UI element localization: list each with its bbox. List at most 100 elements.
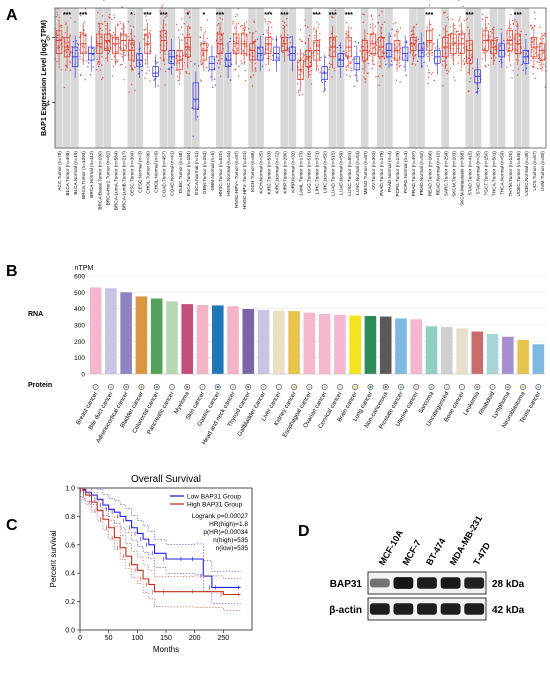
expression-point — [285, 24, 288, 26]
expression-point — [115, 38, 117, 40]
category-label: PRAD.Tumor (n=497) — [411, 151, 416, 197]
bar — [517, 340, 529, 374]
expression-point — [443, 60, 446, 62]
bar — [150, 298, 163, 374]
expression-point — [508, 47, 510, 49]
expression-point — [369, 26, 372, 29]
category-label: ESCA.Tumor (n=184) — [186, 151, 191, 196]
expression-point — [534, 18, 536, 20]
expression-point — [364, 77, 366, 80]
category-label: ACC.Tumor (n=79) — [57, 151, 62, 191]
expression-point — [212, 86, 214, 89]
expression-point — [100, 36, 102, 39]
expression-point — [180, 17, 183, 20]
expression-point — [354, 74, 357, 76]
expression-point — [161, 6, 163, 8]
expression-point — [362, 68, 364, 70]
panel-b-plot: nTPM0100200300400500600RNAProteinBreast … — [28, 265, 546, 446]
expression-point — [330, 32, 333, 35]
expression-point — [391, 64, 393, 66]
expression-point — [96, 45, 99, 47]
expression-point — [236, 41, 238, 44]
expression-point — [426, 44, 428, 46]
bar — [273, 310, 285, 374]
expression-point — [447, 34, 449, 37]
category-label: HNSC.Tumor (n=520) — [218, 151, 223, 197]
expression-point — [296, 53, 299, 55]
significance-mark: * — [203, 12, 206, 19]
expression-point — [466, 17, 469, 20]
box — [55, 30, 63, 54]
bar — [364, 316, 377, 374]
expression-point — [84, 78, 86, 81]
y-axis-label: Percent survival — [49, 530, 58, 587]
expression-point — [407, 60, 409, 62]
expression-point — [104, 20, 106, 23]
expression-point — [84, 8, 87, 10]
expression-point — [458, 18, 461, 20]
protein-dot-fill — [216, 385, 219, 389]
expression-point — [446, 30, 448, 33]
expression-point — [147, 37, 150, 39]
expression-point — [168, 69, 171, 71]
expression-point — [265, 64, 267, 66]
expression-point — [431, 51, 434, 54]
expression-point — [218, 66, 220, 69]
kda-label: 28 kDa — [492, 579, 525, 590]
protein-label: β-actin — [329, 605, 362, 616]
expression-point — [427, 52, 430, 54]
expression-point — [534, 48, 537, 50]
category-label: KICH.Normal (n=25) — [258, 151, 263, 194]
significance-mark: *** — [63, 12, 71, 19]
expression-point — [321, 81, 323, 84]
protein-label: BAP31 — [330, 579, 363, 590]
stat-line: n(low)=535 — [216, 545, 249, 552]
significance-mark: *** — [425, 12, 433, 19]
expression-point — [65, 42, 67, 44]
category-label: STAD.Normal (n=35) — [476, 151, 481, 195]
expression-point — [200, 80, 203, 82]
expression-point — [378, 14, 380, 17]
expression-point — [433, 43, 435, 45]
category-label: READ.Normal (n=10) — [435, 151, 440, 196]
expression-point — [56, 34, 59, 37]
expression-point — [531, 26, 534, 29]
expression-point — [413, 57, 415, 60]
box — [112, 36, 119, 54]
expression-point — [266, 57, 268, 60]
expression-point — [108, 50, 111, 53]
expression-point — [349, 62, 351, 65]
category-band — [489, 8, 498, 148]
category-band — [256, 8, 265, 148]
expression-point — [469, 58, 472, 61]
expression-point — [201, 62, 204, 64]
expression-point — [391, 28, 393, 31]
category-label: BRCA-Her2.Tumor (n=82) — [105, 151, 110, 206]
bar — [440, 326, 453, 374]
expression-point — [470, 43, 472, 46]
expression-point — [287, 50, 289, 52]
y-tick-label: 200 — [74, 339, 85, 346]
expression-point — [302, 56, 304, 58]
significance-mark: *** — [264, 12, 272, 19]
expression-point — [164, 32, 167, 35]
category-label: LUAD.Normal (n=59) — [339, 151, 344, 195]
expression-point — [354, 58, 356, 60]
category-label: DLBC.Tumor (n=48) — [178, 151, 183, 194]
expression-point — [268, 11, 270, 13]
expression-point — [515, 20, 518, 23]
blot-band — [393, 577, 414, 589]
expression-point — [395, 79, 398, 81]
expression-point — [494, 49, 496, 51]
expression-point — [451, 56, 453, 59]
expression-point — [510, 43, 512, 46]
x-axis-label: Months — [153, 645, 179, 654]
expression-point — [217, 59, 220, 62]
expression-point — [244, 40, 246, 43]
y-tick-label: 0.6 — [65, 542, 75, 549]
expression-point — [489, 35, 491, 38]
category-label: GBM.Normal (n=5) — [210, 151, 215, 191]
expression-point — [119, 42, 121, 44]
expression-point — [191, 107, 193, 109]
expression-point — [177, 79, 179, 82]
